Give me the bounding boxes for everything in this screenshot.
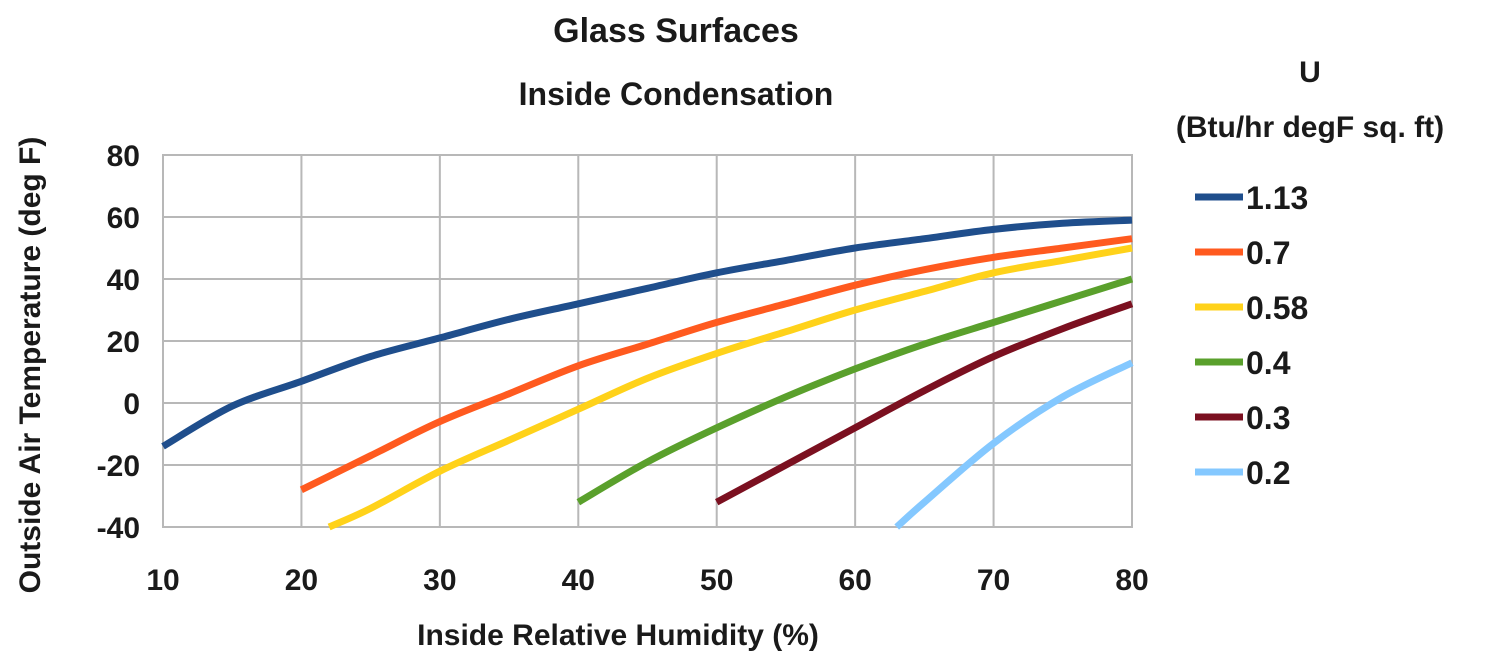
x-tick-label: 70 [977, 564, 1010, 597]
series-line-0-7 [299, 235, 1133, 493]
y-axis-label: Outside Air Temperature (deg F) [14, 137, 47, 594]
legend-label: 0.7 [1246, 235, 1290, 271]
y-tick-labels: -40 -20 0 20 40 60 80 [97, 140, 140, 545]
legend-label: 0.3 [1246, 400, 1290, 436]
x-axis-label: Inside Relative Humidity (%) [417, 619, 819, 652]
y-tick-label: -20 [97, 450, 140, 483]
legend-label: 0.58 [1246, 290, 1308, 326]
chart-subtitle: Inside Condensation [519, 76, 834, 112]
x-tick-label: 20 [285, 564, 318, 597]
x-tick-label: 40 [562, 564, 595, 597]
series-line-0-58 [327, 244, 1133, 531]
legend: 1.13 0.7 0.58 0.4 0.3 0.2 [1195, 180, 1308, 491]
x-tick-labels: 10 20 30 40 50 60 70 80 [146, 564, 1148, 597]
y-tick-label: 80 [107, 140, 140, 173]
x-tick-label: 60 [838, 564, 871, 597]
plot-frame [162, 154, 1133, 528]
legend-label: 0.2 [1246, 455, 1290, 491]
series-line-0-2 [894, 359, 1134, 530]
x-tick-label: 50 [700, 564, 733, 597]
y-tick-label: -40 [97, 512, 140, 545]
x-tick-label: 30 [423, 564, 456, 597]
x-tick-label: 10 [146, 564, 179, 597]
x-tick-label: 80 [1115, 564, 1148, 597]
series-lines [161, 216, 1134, 531]
y-tick-label: 60 [107, 202, 140, 235]
chart-title: Glass Surfaces [553, 12, 799, 50]
y-tick-label: 0 [123, 388, 140, 421]
legend-title-units: (Btu/hr degF sq. ft) [1176, 111, 1444, 144]
series-line-0-3 [715, 300, 1134, 506]
series-line-1-13 [161, 216, 1133, 450]
series-line-0-4 [576, 275, 1134, 506]
legend-label: 1.13 [1246, 180, 1308, 216]
legend-title-symbol: U [1299, 56, 1321, 89]
y-tick-label: 40 [107, 264, 140, 297]
y-tick-label: 20 [107, 326, 140, 359]
legend-label: 0.4 [1246, 345, 1291, 381]
